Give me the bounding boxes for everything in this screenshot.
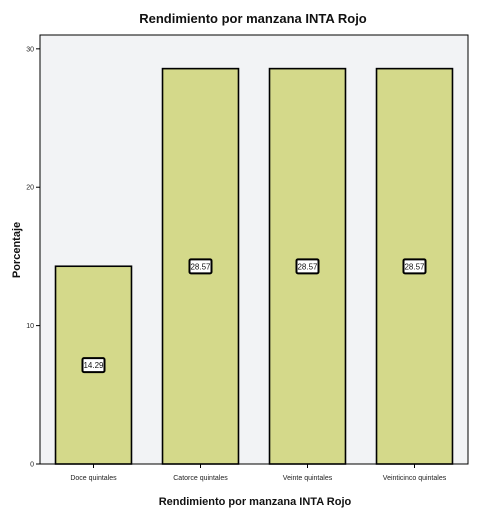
- y-tick-label: 30: [26, 46, 34, 53]
- data-label: 28.57: [190, 262, 211, 271]
- y-tick-label: 20: [26, 185, 34, 192]
- data-label: 28.57: [297, 262, 318, 271]
- data-label-box: [81, 357, 106, 374]
- x-category-label: Catorce quintales: [173, 475, 228, 482]
- data-label: 28.57: [404, 262, 425, 271]
- data-label: 14.29: [83, 361, 104, 370]
- data-label-box: [402, 258, 427, 275]
- x-axis-label: Rendimiento por manzana INTA Rojo: [159, 496, 352, 508]
- x-category-label: Veinticinco quintales: [383, 475, 447, 482]
- y-tick-label: 10: [26, 323, 34, 330]
- data-label-box: [188, 258, 213, 275]
- data-label-box: [295, 258, 320, 275]
- y-axis-label: Porcentaje: [11, 222, 23, 278]
- x-axis: Doce quintales Catorce quintales Veinte qu…: [70, 464, 447, 482]
- chart-title: Rendimiento por manzana INTA Rojo: [139, 11, 367, 26]
- y-tick-label: 0: [30, 462, 34, 469]
- x-category-label: Veinte quintales: [283, 475, 333, 482]
- x-category-label: Doce quintales: [70, 475, 117, 482]
- y-axis: 0 10 20 30: [26, 46, 40, 469]
